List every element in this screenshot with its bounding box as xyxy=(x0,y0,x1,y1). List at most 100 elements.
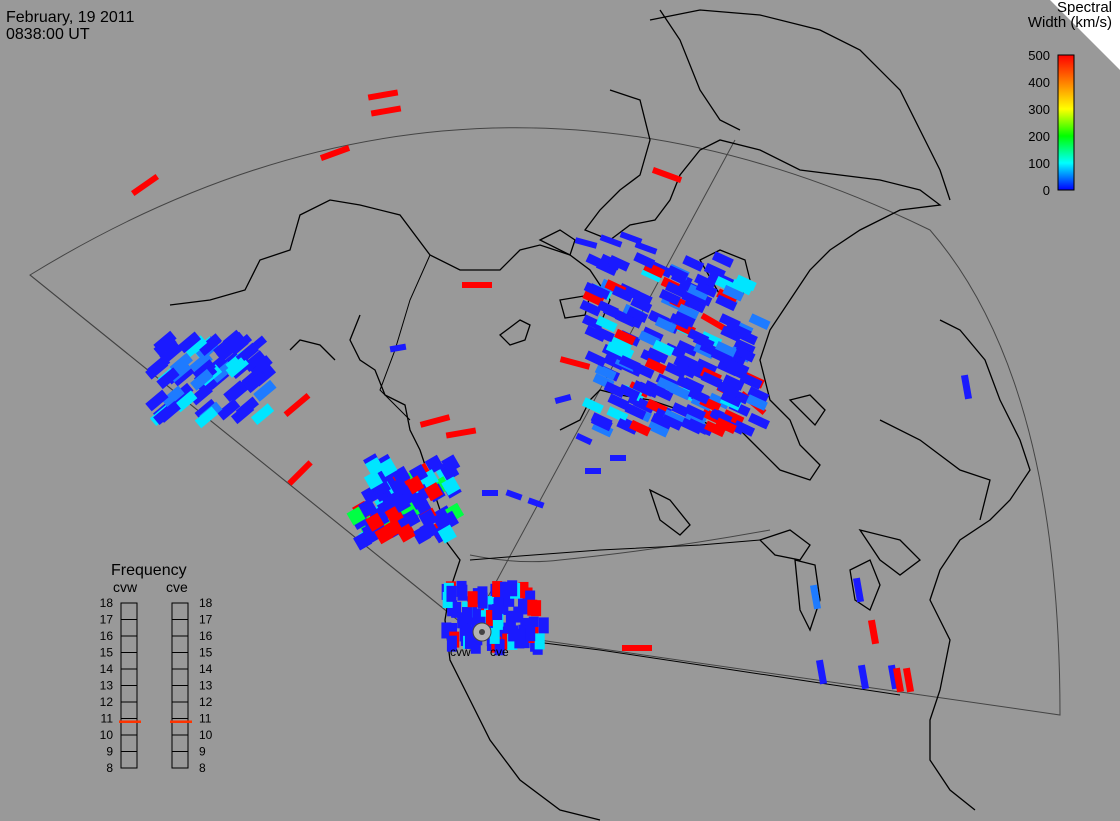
echo-cell xyxy=(363,470,384,490)
echo-cell xyxy=(630,296,653,314)
echo-cell xyxy=(687,387,710,405)
echo-cell xyxy=(198,334,222,357)
frequency-tick-left: 17 xyxy=(100,613,114,627)
echo-cell xyxy=(602,304,625,322)
echo-cell xyxy=(378,457,398,478)
echo-cell xyxy=(717,381,740,399)
echo-cell xyxy=(319,145,351,161)
echo-cell xyxy=(492,581,503,598)
frequency-tick-left: 13 xyxy=(100,679,114,693)
echo-cell xyxy=(595,315,618,333)
echo-cell xyxy=(622,645,652,651)
echo-cell xyxy=(480,610,491,627)
echo-cell xyxy=(747,386,770,403)
colorbar-tick-label: 400 xyxy=(1028,75,1050,90)
echo-cell xyxy=(722,284,745,302)
echo-cell xyxy=(583,281,606,299)
frequency-title: Frequency xyxy=(111,562,187,579)
echo-cell xyxy=(396,523,416,543)
echo-cell xyxy=(482,490,498,496)
echo-cell xyxy=(365,457,385,477)
echo-cell xyxy=(401,509,421,529)
echo-cell xyxy=(505,489,523,501)
echo-cell xyxy=(439,510,460,530)
echo-cell xyxy=(374,525,394,545)
echo-cell xyxy=(441,476,461,496)
echo-cell xyxy=(287,460,313,486)
echo-cell xyxy=(447,622,458,639)
echo-cell xyxy=(611,285,634,303)
echo-cell xyxy=(492,604,503,621)
echo-cell xyxy=(513,606,524,623)
echo-cell xyxy=(525,625,536,642)
echo-cell xyxy=(446,585,457,602)
colorbar: 500 400 300 200 100 0 xyxy=(1028,48,1075,198)
echo-cell xyxy=(389,343,407,353)
echo-cell xyxy=(651,167,683,183)
frequency-tick-right: 16 xyxy=(199,629,213,643)
echo-cell xyxy=(708,392,731,410)
echo-cell xyxy=(177,331,202,354)
echo-cell xyxy=(960,374,973,400)
echo-cell xyxy=(733,420,756,437)
frequency-radar-cvw: cvw xyxy=(113,579,138,595)
coastlines xyxy=(169,9,1031,821)
echo-cell xyxy=(676,340,699,357)
frequency-ticks: 18 18 17 17 16 16 15 15 14 14 13 13 12 12 11 11 10 10 9 9 8 8 xyxy=(100,596,213,775)
echo-cell xyxy=(677,303,700,321)
colorbar-title: Spectral Width (km/s) xyxy=(1028,0,1112,30)
echo-cell xyxy=(616,418,639,435)
echo-cell xyxy=(183,335,208,358)
echo-cell xyxy=(892,667,905,693)
echo-cell xyxy=(700,371,723,389)
frequency-tick-left: 16 xyxy=(100,629,114,643)
echo-cell xyxy=(748,313,771,330)
echo-cell xyxy=(161,385,185,408)
echo-cell xyxy=(517,598,528,615)
echo-cell xyxy=(665,281,687,299)
echo-cell xyxy=(710,408,733,426)
echo-cell xyxy=(441,454,461,474)
echo-cell xyxy=(358,498,378,518)
echo-cell xyxy=(365,512,385,532)
echo-cell xyxy=(647,420,670,438)
echo-cell xyxy=(687,418,709,435)
echo-cell xyxy=(249,355,273,377)
echo-cell xyxy=(733,338,756,356)
echo-cell xyxy=(734,274,757,292)
echo-cell xyxy=(720,390,743,408)
echo-cell xyxy=(464,632,475,649)
radar-label-cve: cve xyxy=(490,645,509,659)
echo-cell xyxy=(606,406,629,423)
echo-cell xyxy=(614,328,637,346)
echo-cell xyxy=(494,639,505,656)
radar-sites xyxy=(472,622,492,642)
echo-cell xyxy=(525,590,536,607)
corner-patch xyxy=(1050,0,1120,70)
echo-cell xyxy=(216,398,241,421)
frequency-gauges xyxy=(119,602,192,769)
echo-cell xyxy=(722,374,745,391)
echo-cell xyxy=(610,455,626,461)
echo-cell xyxy=(852,577,865,603)
echo-cell xyxy=(703,262,726,280)
echo-cell xyxy=(346,506,366,526)
echo-cell xyxy=(467,591,478,608)
frequency-tick-right: 8 xyxy=(199,761,206,775)
colorbar-tick-label: 200 xyxy=(1028,129,1050,144)
echo-cell xyxy=(145,389,169,412)
echo-cell xyxy=(518,581,529,598)
echo-cell xyxy=(658,288,681,306)
frequency-tick-left: 12 xyxy=(100,695,114,709)
echo-cell xyxy=(748,412,770,430)
echo-cell xyxy=(634,241,658,255)
frequency-cell xyxy=(171,751,189,769)
echo-cell xyxy=(500,581,511,598)
echo-cell xyxy=(739,372,762,390)
echo-cell xyxy=(389,477,409,497)
echo-cell xyxy=(485,609,496,626)
echo-cell xyxy=(507,580,518,597)
echo-cell xyxy=(687,328,710,346)
echo-cell xyxy=(714,341,737,358)
